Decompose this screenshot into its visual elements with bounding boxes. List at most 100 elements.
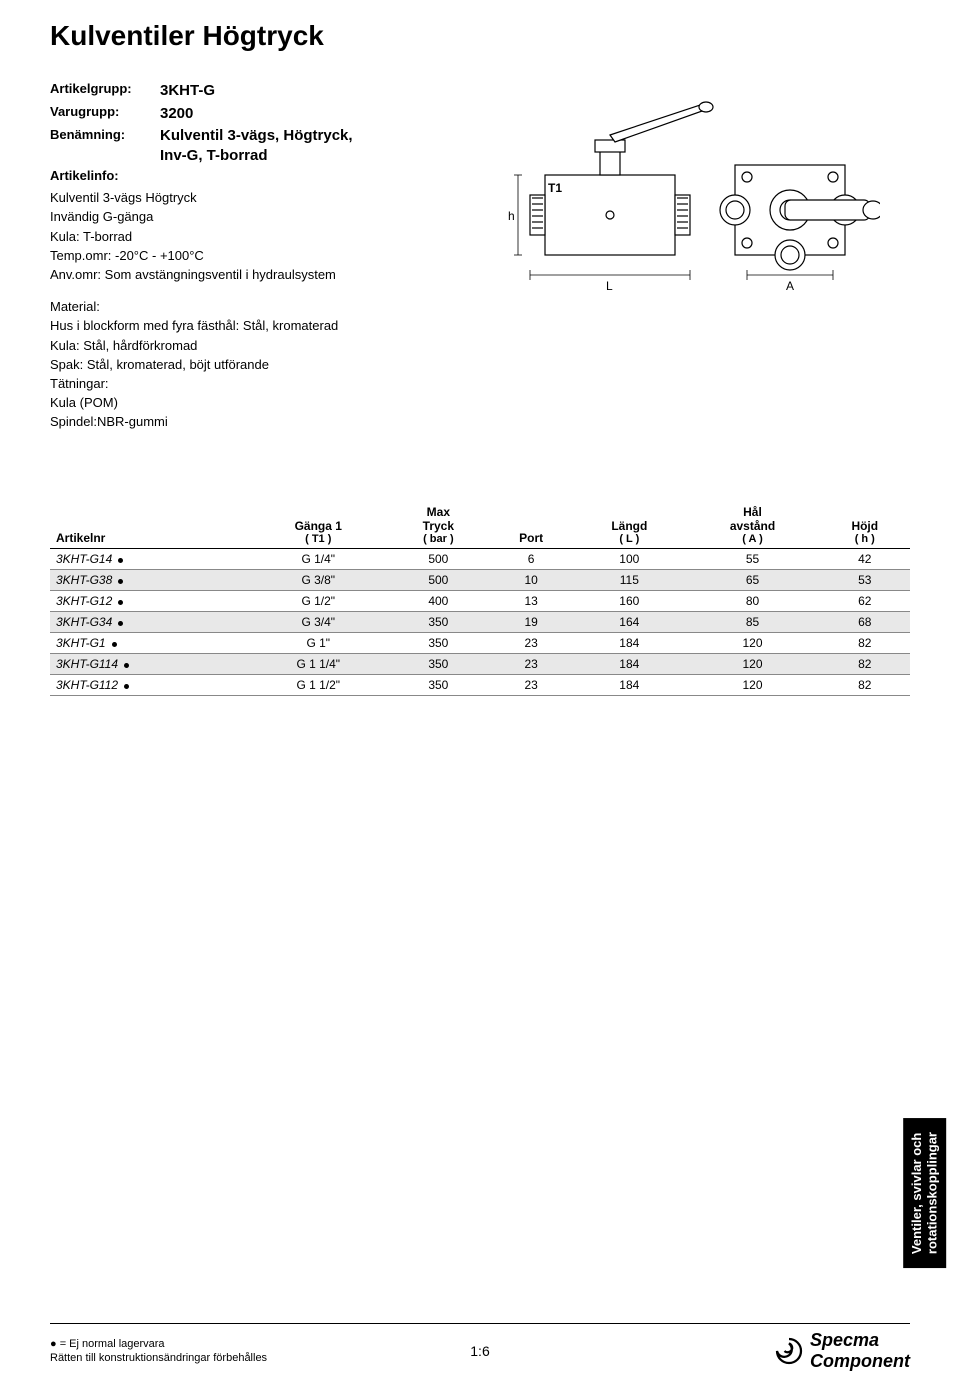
- dim-t1-label: T1: [548, 181, 562, 195]
- table-cell: 82: [820, 675, 910, 696]
- table-cell: 23: [489, 675, 573, 696]
- table-cell: 82: [820, 654, 910, 675]
- material-line: Kula: Stål, hårdförkromad: [50, 337, 430, 355]
- side-tab-line2: rotationskopplingar: [924, 1132, 939, 1254]
- table-cell: G 3/4": [249, 612, 388, 633]
- table-cell: 115: [573, 570, 685, 591]
- info-line: Kula: T-borrad: [50, 228, 430, 246]
- table-cell: 120: [685, 654, 819, 675]
- table-head: ArtikelnrGänga 1( T1 )MaxTryck( bar )Por…: [50, 502, 910, 549]
- stock-dot-icon: [118, 621, 123, 626]
- table-cell: 160: [573, 591, 685, 612]
- stock-dot-icon: [124, 663, 129, 668]
- column-header: Artikelnr: [50, 502, 249, 549]
- material-block: Material: Hus i blockform med fyra fästh…: [50, 298, 430, 431]
- table-cell: 62: [820, 591, 910, 612]
- table-cell: 350: [388, 675, 489, 696]
- table-cell: 23: [489, 633, 573, 654]
- artikelinfo-body: Kulventil 3-vägs Högtryck Invändig G-gän…: [50, 189, 430, 284]
- side-tab: Ventiler, svivlar och rotationskopplinga…: [903, 1118, 946, 1268]
- column-header: Längd( L ): [573, 502, 685, 549]
- top-section: Artikelgrupp: 3KHT-G Varugrupp: 3200 Ben…: [50, 80, 910, 432]
- footer-left: ● = Ej normal lagervara Rätten till kons…: [50, 1337, 267, 1366]
- footer-page-number: 1:6: [470, 1343, 489, 1359]
- table-cell: 3KHT-G12: [50, 591, 249, 612]
- table-body: 3KHT-G14G 1/4"500610055423KHT-G38G 3/8"5…: [50, 549, 910, 696]
- table-cell: 500: [388, 570, 489, 591]
- stock-dot-icon: [118, 579, 123, 584]
- benamning-label: Benämning:: [50, 126, 160, 144]
- table-cell: 184: [573, 675, 685, 696]
- artikelgrupp-label: Artikelgrupp:: [50, 80, 160, 101]
- material-label: Material:: [50, 298, 430, 316]
- stock-dot-icon: [118, 600, 123, 605]
- stock-dot-icon: [124, 684, 129, 689]
- footer-logo: Specma Component: [774, 1330, 910, 1372]
- logo-text-2: Component: [810, 1351, 910, 1372]
- varugrupp-value: 3200: [160, 103, 193, 124]
- table-cell: 400: [388, 591, 489, 612]
- side-tab-line1: Ventiler, svivlar och: [909, 1132, 924, 1253]
- artikelinfo-label: Artikelinfo:: [50, 167, 160, 185]
- footer-note-1: ● = Ej normal lagervara: [50, 1337, 267, 1351]
- table-cell: G 1/2": [249, 591, 388, 612]
- table-row: 3KHT-G14G 1/4"50061005542: [50, 549, 910, 570]
- info-line: Temp.omr: -20°C - +100°C: [50, 247, 430, 265]
- table-cell: 184: [573, 654, 685, 675]
- table-row: 3KHT-G38G 3/8"500101156553: [50, 570, 910, 591]
- table-cell: 3KHT-G14: [50, 549, 249, 570]
- table-cell: 500: [388, 549, 489, 570]
- dim-l-label: L: [606, 279, 613, 293]
- table-cell: G 1 1/2": [249, 675, 388, 696]
- info-line: Invändig G-gänga: [50, 208, 430, 226]
- table-cell: 3KHT-G1: [50, 633, 249, 654]
- table-cell: G 3/8": [249, 570, 388, 591]
- table-row: 3KHT-G34G 3/4"350191648568: [50, 612, 910, 633]
- table-cell: 19: [489, 612, 573, 633]
- table-cell: 3KHT-G114: [50, 654, 249, 675]
- benamning-line2: Inv-G, T-borrad: [160, 146, 353, 166]
- page-title: Kulventiler Högtryck: [50, 20, 910, 52]
- table-cell: 6: [489, 549, 573, 570]
- table-cell: 23: [489, 654, 573, 675]
- table-cell: G 1/4": [249, 549, 388, 570]
- table-cell: 13: [489, 591, 573, 612]
- material-line: Tätningar:: [50, 375, 430, 393]
- table-cell: 100: [573, 549, 685, 570]
- footer: ● = Ej normal lagervara Rätten till kons…: [50, 1323, 910, 1372]
- column-header: Gänga 1( T1 ): [249, 502, 388, 549]
- table-cell: 10: [489, 570, 573, 591]
- table-cell: 120: [685, 675, 819, 696]
- table-cell: G 1 1/4": [249, 654, 388, 675]
- data-table: ArtikelnrGänga 1( T1 )MaxTryck( bar )Por…: [50, 502, 910, 696]
- table-row: 3KHT-G112G 1 1/2"3502318412082: [50, 675, 910, 696]
- table-cell: 120: [685, 633, 819, 654]
- footer-note-2: Rätten till konstruktionsändringar förbe…: [50, 1351, 267, 1365]
- table-row: 3KHT-G114G 1 1/4"3502318412082: [50, 654, 910, 675]
- valve-svg: h T1 L: [500, 80, 880, 310]
- table-cell: 350: [388, 654, 489, 675]
- info-block: Artikelgrupp: 3KHT-G Varugrupp: 3200 Ben…: [50, 80, 430, 432]
- table-cell: 68: [820, 612, 910, 633]
- column-header: Port: [489, 502, 573, 549]
- table-cell: 184: [573, 633, 685, 654]
- table-cell: 3KHT-G112: [50, 675, 249, 696]
- table-cell: 3KHT-G38: [50, 570, 249, 591]
- benamning-value: Kulventil 3-vägs, Högtryck, Inv-G, T-bor…: [160, 126, 353, 165]
- table-cell: 65: [685, 570, 819, 591]
- table-cell: 53: [820, 570, 910, 591]
- table-cell: 42: [820, 549, 910, 570]
- table-cell: 82: [820, 633, 910, 654]
- table-row: 3KHT-G1G 1"3502318412082: [50, 633, 910, 654]
- table-cell: 3KHT-G34: [50, 612, 249, 633]
- table-cell: 55: [685, 549, 819, 570]
- column-header: Hålavstånd( A ): [685, 502, 819, 549]
- data-table-wrap: ArtikelnrGänga 1( T1 )MaxTryck( bar )Por…: [50, 502, 910, 696]
- table-cell: G 1": [249, 633, 388, 654]
- material-line: Hus i blockform med fyra fästhål: Stål, …: [50, 317, 430, 335]
- info-line: Kulventil 3-vägs Högtryck: [50, 189, 430, 207]
- dim-h-label: h: [508, 209, 515, 223]
- column-header: MaxTryck( bar ): [388, 502, 489, 549]
- varugrupp-label: Varugrupp:: [50, 103, 160, 124]
- material-line: Spindel:NBR-gummi: [50, 413, 430, 431]
